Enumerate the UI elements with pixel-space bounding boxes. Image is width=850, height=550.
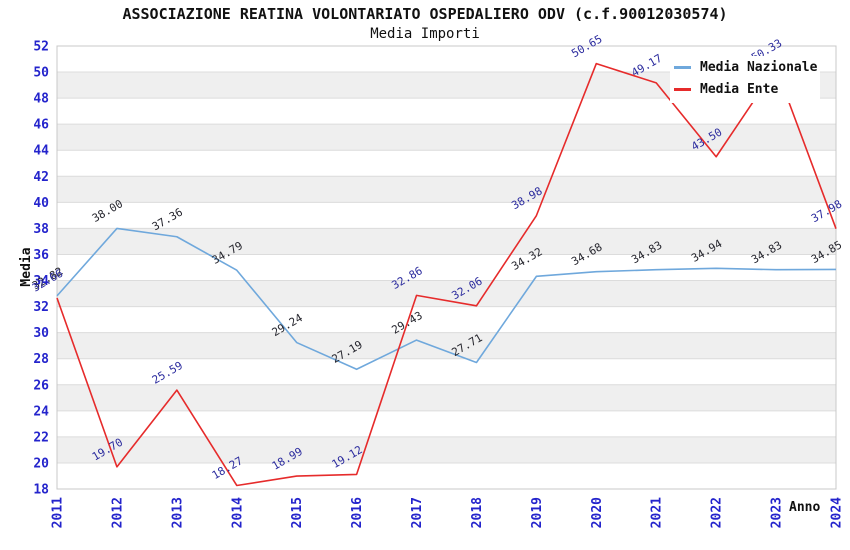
data-point-label: 50.65 [569, 32, 604, 60]
y-tick-label: 34 [33, 274, 49, 289]
x-tick-label: 2012 [110, 497, 125, 528]
y-tick-label: 52 [33, 40, 49, 55]
chart-title: ASSOCIAZIONE REATINA VOLONTARIATO OSPEDA… [122, 5, 728, 23]
y-tick-label: 50 [33, 66, 49, 81]
band-row [57, 436, 836, 463]
series-line-media-nazionale [56, 227, 837, 371]
legend-label: Media Ente [700, 82, 779, 97]
x-tick-label: 2013 [170, 497, 185, 528]
y-tick-label: 42 [33, 170, 49, 185]
y-axis-title: Media [18, 247, 34, 287]
y-tick-label: 30 [33, 326, 49, 341]
band-row [57, 176, 836, 203]
band-row [57, 332, 836, 359]
y-tick-label: 44 [33, 144, 49, 159]
band-row [57, 124, 836, 151]
x-tick-label: 2015 [290, 497, 305, 528]
legend-item-media-nazionale: Media Nazionale [674, 60, 818, 75]
data-point-label: 25.59 [150, 359, 185, 387]
y-tick-label: 38 [33, 222, 49, 237]
y-tick-label: 28 [33, 352, 49, 367]
y-tick-label: 46 [33, 118, 49, 133]
media-nazionale-line-swatch-icon [674, 66, 691, 69]
y-tick-label: 40 [33, 196, 49, 211]
x-tick-label: 2018 [470, 497, 485, 528]
chart-legend: Media Nazionale Media Ente [670, 56, 820, 103]
y-tick-label: 18 [33, 483, 49, 498]
plot-border [56, 45, 837, 490]
x-tick-label: 2011 [51, 497, 66, 528]
x-tick-label: 2017 [410, 497, 425, 528]
x-tick-label: 2020 [590, 497, 605, 528]
x-tick-label: 2019 [530, 497, 545, 528]
media-ente-line-swatch-icon [674, 88, 691, 91]
band-row [57, 280, 836, 307]
y-tick-label: 24 [33, 404, 49, 419]
x-tick-label: 2014 [230, 497, 245, 528]
x-tick-label: 2023 [770, 497, 785, 528]
x-tick-label: 2022 [710, 497, 725, 528]
x-tick-label: 2024 [830, 497, 845, 528]
y-tick-label: 36 [33, 248, 49, 263]
y-tick-label: 20 [33, 456, 49, 471]
chart-subtitle: Media Importi [370, 26, 480, 42]
series-line-media-ente [56, 62, 837, 487]
legend-label: Media Nazionale [700, 60, 818, 75]
x-axis-title: Anno [789, 500, 821, 515]
y-tick-label: 48 [33, 92, 49, 107]
x-tick-label: 2016 [350, 497, 365, 528]
band-row [57, 384, 836, 411]
y-tick-label: 26 [33, 378, 49, 393]
legend-item-media-ente: Media Ente [674, 82, 816, 97]
y-tick-label: 22 [33, 430, 49, 445]
x-tick-label: 2021 [650, 497, 665, 528]
y-tick-label: 32 [33, 300, 49, 315]
